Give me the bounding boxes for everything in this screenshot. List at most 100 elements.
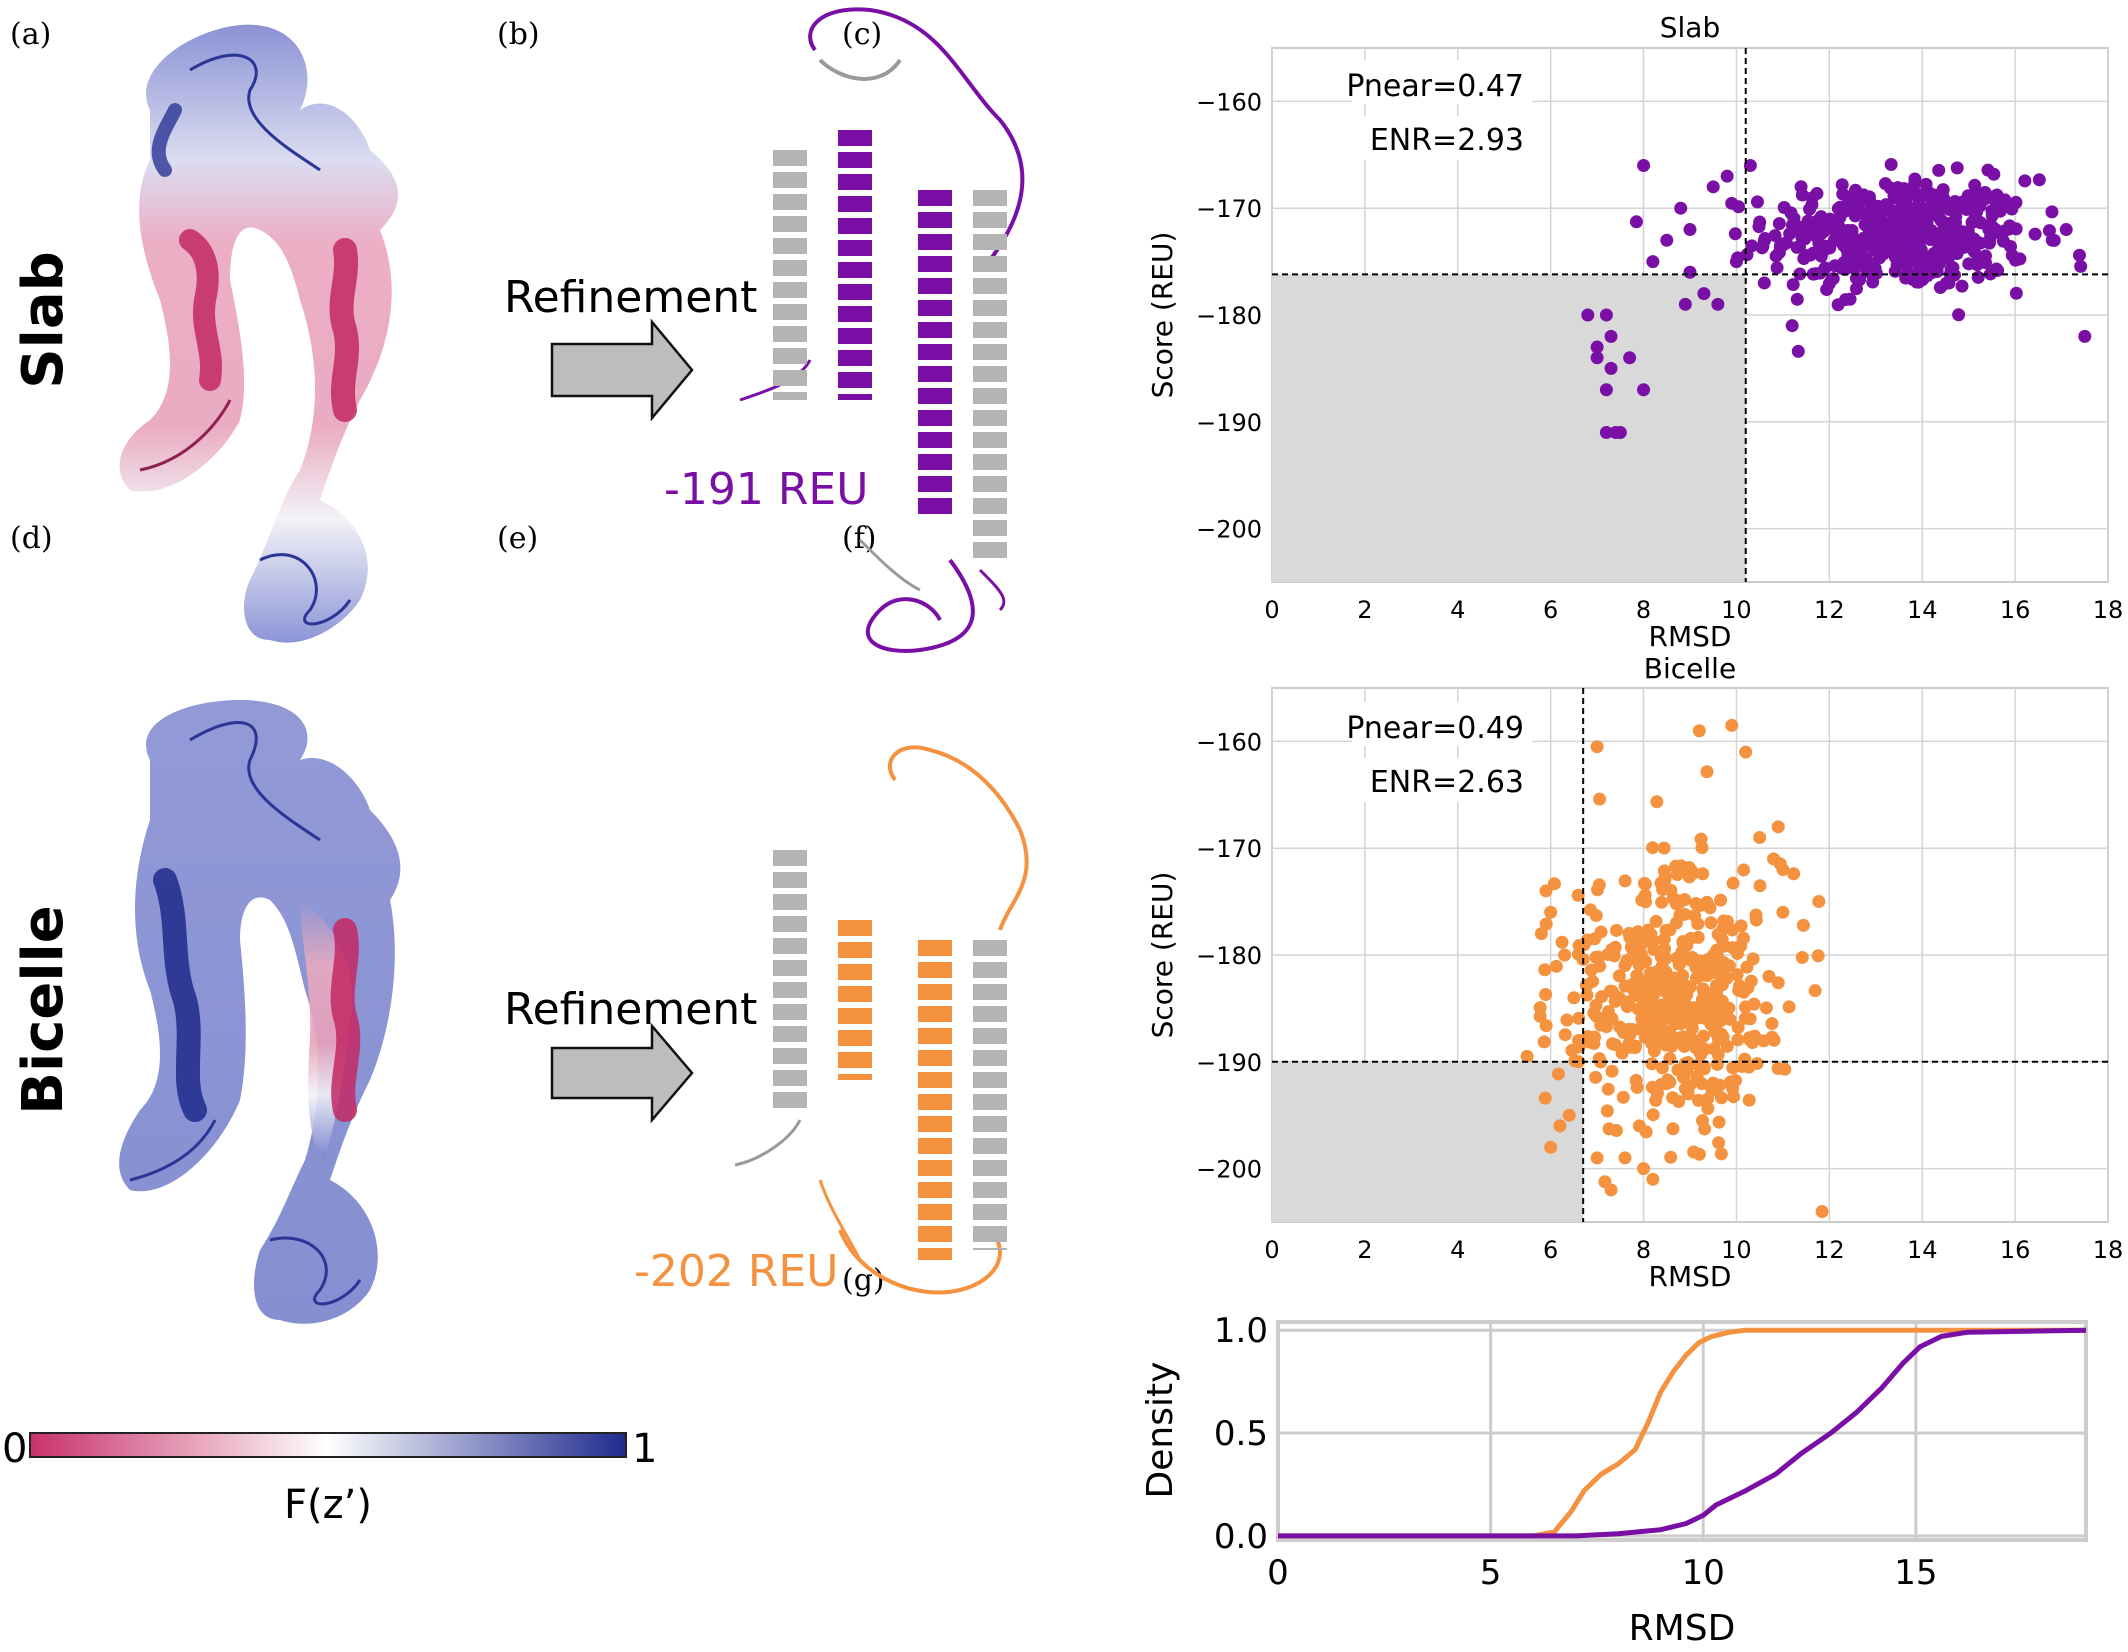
chart-f-point [1678,907,1692,921]
chart-f-point [1612,969,1626,983]
chart-c-point [1988,222,2002,236]
chart-c-point [2028,227,2042,241]
chart-f-point [1539,1019,1553,1033]
chart-f-point [1692,1147,1706,1161]
chart-f-point [1631,1002,1645,1016]
chart-f-title: Bicelle [1644,652,1736,685]
chart-f-point [1740,960,1754,974]
chart-f-point [1633,927,1647,941]
chart-c-ytick-label: −200 [1196,516,1262,544]
chart-c-title: Slab [1660,11,1720,44]
chart-f-point [1706,986,1720,1000]
chart-c-point [1979,256,1993,270]
chart-f-point [1694,832,1708,846]
chart-f-point [1731,1033,1745,1047]
chart-c-point [1915,228,1929,242]
chart-f-point [1644,1021,1658,1035]
chart-c-ytick-label: −160 [1196,88,1262,116]
chart-c-xtick-label: 12 [1814,596,1845,624]
slab-structure-score: -191 REU [664,464,868,515]
chart-c-point [1947,198,1961,212]
chart-f-point [1539,884,1553,898]
chart-f-point [1649,914,1663,928]
chart-f-point [1678,937,1692,951]
refinement-label-bottom: Refinement [504,984,757,1035]
chart-f-point [1538,963,1552,977]
colorbar [29,1432,627,1458]
chart-c-point [1678,297,1692,311]
chart-f-point [1615,1046,1629,1060]
panel-letter-c: (c) [842,17,882,52]
chart-c-point [1946,215,1960,229]
chart-c-point [2032,173,2046,187]
chart-f-point [1567,991,1581,1005]
chart-f-point [1700,765,1714,779]
chart-f-annotation-pnear: Pnear=0.49 [1346,711,1524,746]
chart-f-point [1634,947,1648,961]
chart-f-point [1544,1140,1558,1154]
chart-c-xtick-label: 10 [1721,596,1752,624]
chart-c-point [1683,223,1697,237]
chart-f-point [1650,795,1664,809]
chart-c-point [1791,344,1805,358]
chart-f-ytick-label: −170 [1196,835,1262,863]
chart-c-xtick-label: 6 [1543,596,1558,624]
chart-f-point [1742,1093,1756,1107]
chart-f-xtick-label: 10 [1721,1236,1752,1264]
chart-f-point [1669,897,1683,911]
chart-c-point [1757,276,1771,290]
chart-f-point [1696,982,1710,996]
chart-f-point [1782,1000,1796,1014]
chart-c-point [1932,163,1946,177]
chart-c-point [1728,227,1742,241]
chart-c-point [1795,188,1809,202]
chart-f-point [1656,880,1670,894]
chart-f-annotation-enr: ENR=2.63 [1370,765,1524,800]
chart-c-point [1989,262,2003,276]
chart-c-point [1817,224,1831,238]
chart-c-point [1864,196,1878,210]
chart-f-point [1726,1061,1740,1075]
chart-f-point [1709,1019,1723,1033]
colorbar-title: F(z’) [284,1482,372,1528]
chart-f-point [1558,1028,1572,1042]
chart-f-ytick-label: −190 [1196,1049,1262,1077]
chart-c-point [1831,298,1845,312]
chart-f-point [1729,1073,1743,1087]
chart-f-point [1592,1052,1606,1066]
chart-f-point [1680,988,1694,1002]
chart-c-point [1847,252,1861,266]
chart-c-point [1792,240,1806,254]
chart-c-point [1955,279,1969,293]
chart-c-point [1996,195,2010,209]
chart-f-point [1683,1079,1697,1093]
chart-f-point [1588,932,1602,946]
chart-f-point [1767,852,1781,866]
chart-f-point [1759,1001,1773,1015]
chart-f-point [1664,1150,1678,1164]
chart-f-point [1815,1204,1829,1218]
chart-f-point [1738,1000,1752,1014]
chart-c-point [1720,169,1734,183]
chart-c-point [1785,319,1799,333]
chart-f-point [1688,953,1702,967]
chart-f-point [1663,923,1677,937]
chart-c: 0 2 4 6 8 10 12 14 16 18 −160 −170 −180 −190 −200 Slab… [1146,11,2123,653]
chart-f-point [1666,1122,1680,1136]
chart-f-point [1630,1080,1644,1094]
chart-c-point [1971,270,1985,284]
chart-f-point [1671,951,1685,965]
chart-c-point [1866,261,1880,275]
chart-f-point [1753,879,1767,893]
chart-c-ytick-label: −180 [1196,302,1262,330]
chart-f-point [1741,981,1755,995]
chart-c-point [1683,265,1697,279]
chart-f-point [1583,903,1597,917]
chart-f-point [1678,1065,1692,1079]
chart-f-point [1627,983,1641,997]
chart-f-xtick-label: 12 [1814,1236,1845,1264]
chart-f-point [1720,971,1734,985]
chart-c-point [1835,178,1849,192]
chart-f-point [1734,939,1748,953]
chart-c-point [1858,218,1872,232]
